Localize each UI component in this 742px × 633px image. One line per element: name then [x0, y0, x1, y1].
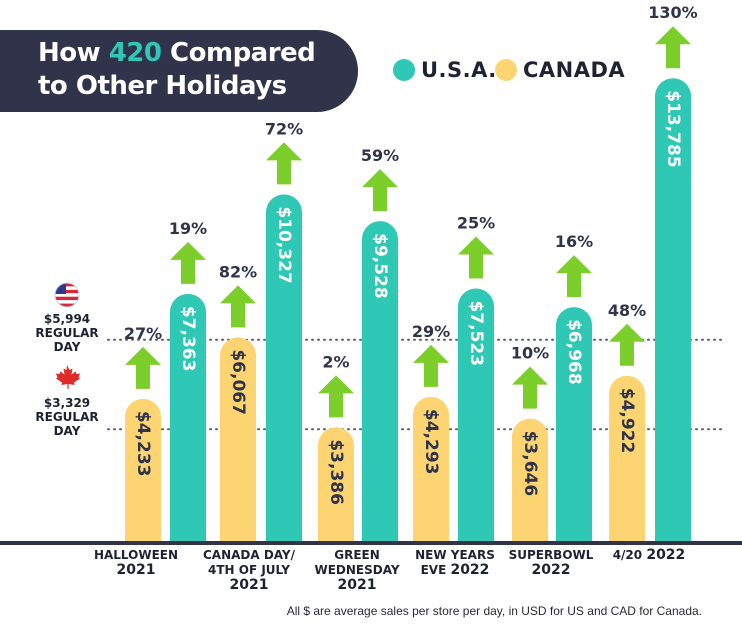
- usa-regular-day-label: $5,994 REGULAR DAY: [35, 312, 99, 354]
- pct-label-canada-2: 2%: [322, 352, 349, 371]
- maple-leaf-icon: [56, 365, 80, 389]
- title-banner: How 420 Compared to Other Holidays: [0, 30, 358, 112]
- pct-label-usa-2: 59%: [361, 146, 399, 165]
- usa-flag-icon: [54, 282, 80, 308]
- pct-label-canada-5: 48%: [608, 301, 646, 320]
- title-line-1: How 420 Compared: [38, 38, 316, 68]
- bar-label-canada-1: $6,067: [228, 349, 248, 415]
- title-line-2: to Other Holidays: [38, 71, 287, 101]
- pct-label-canada-1: 82%: [219, 262, 257, 281]
- arrow-up-icon-usa-3: [458, 236, 494, 279]
- pct-label-canada-4: 10%: [511, 344, 549, 363]
- bar-usa-1: [266, 194, 302, 541]
- arrow-up-icon-usa-2: [362, 169, 398, 212]
- bar-usa-2: [362, 221, 398, 541]
- bar-canada-2: [318, 427, 354, 541]
- bar-label-canada-4: $3,646: [520, 431, 540, 497]
- legend-usa: U.S.A.: [393, 58, 497, 82]
- canada-regular-amount: $3,329: [43, 396, 91, 410]
- bar-label-usa-2: $9,528: [370, 233, 390, 299]
- legend-canada-label: CANADA: [523, 58, 626, 82]
- usa-regular-amount: $5,994: [43, 312, 91, 326]
- bar-label-canada-2: $3,386: [326, 439, 346, 505]
- legend-canada-swatch: [495, 59, 517, 81]
- bar-label-usa-0: $7,363: [178, 306, 198, 372]
- bar-label-usa-3: $7,523: [466, 300, 486, 366]
- bar-usa-0: [170, 293, 206, 541]
- canada-regular-day-label: $3,329 REGULAR DAY: [35, 396, 99, 438]
- bar-label-usa-4: $6,968: [564, 319, 584, 385]
- x-label-green-wednesday: GREEN WEDNESDAY 2021: [314, 548, 400, 593]
- arrow-up-icon-canada-0: [125, 346, 161, 389]
- pct-label-usa-3: 25%: [457, 213, 495, 232]
- pct-label-usa-0: 19%: [169, 219, 207, 238]
- bar-label-usa-1: $10,327: [274, 206, 294, 283]
- arrow-up-icon-canada-1: [220, 285, 256, 328]
- pct-label-usa-1: 72%: [265, 119, 303, 138]
- arrow-up-icon-canada-3: [413, 344, 449, 387]
- bar-canada-3: [413, 396, 449, 541]
- bar-label-usa-5: $13,785: [663, 90, 683, 167]
- footnote: All $ are average sales per store per da…: [286, 604, 702, 618]
- legend-usa-label: U.S.A.: [421, 58, 497, 82]
- bar-usa-4: [556, 307, 592, 541]
- legend-usa-swatch: [393, 59, 415, 81]
- legend-canada: CANADA: [495, 58, 625, 82]
- x-label-new-years-eve: NEW YEARS EVE 2022: [415, 548, 495, 578]
- arrow-up-icon-usa-5: [655, 26, 691, 69]
- bar-usa-5: [655, 78, 691, 541]
- bar-canada-0: [125, 398, 161, 541]
- pct-label-usa-5: 130%: [648, 3, 697, 22]
- bar-label-canada-3: $4,293: [421, 409, 441, 475]
- x-label-superbowl: SUPERBOWL 2022: [508, 548, 594, 578]
- title-accent: 420: [108, 38, 162, 68]
- arrow-up-icon-canada-2: [318, 375, 354, 418]
- x-label-canada-day: CANADA DAY/4TH OF JULY 2021: [202, 548, 296, 593]
- bar-canada-4: [512, 418, 548, 541]
- bar-label-canada-5: $4,922: [617, 388, 637, 454]
- x-label-halloween: HALLOWEEN 2021: [93, 548, 179, 578]
- arrow-up-icon-canada-5: [609, 323, 645, 366]
- bar-canada-5: [609, 375, 645, 541]
- pct-label-usa-4: 16%: [555, 232, 593, 251]
- bar-label-canada-0: $4,233: [133, 411, 153, 477]
- bar-usa-3: [458, 288, 494, 541]
- x-label-420: 4/20 2022: [612, 547, 686, 563]
- arrow-up-icon-usa-4: [556, 255, 592, 298]
- arrow-up-icon-usa-0: [170, 241, 206, 284]
- arrow-up-icon-usa-1: [266, 142, 302, 185]
- arrow-up-icon-canada-4: [512, 366, 548, 409]
- pct-label-canada-0: 27%: [124, 324, 162, 343]
- pct-label-canada-3: 29%: [412, 322, 450, 341]
- bar-canada-1: [220, 337, 256, 541]
